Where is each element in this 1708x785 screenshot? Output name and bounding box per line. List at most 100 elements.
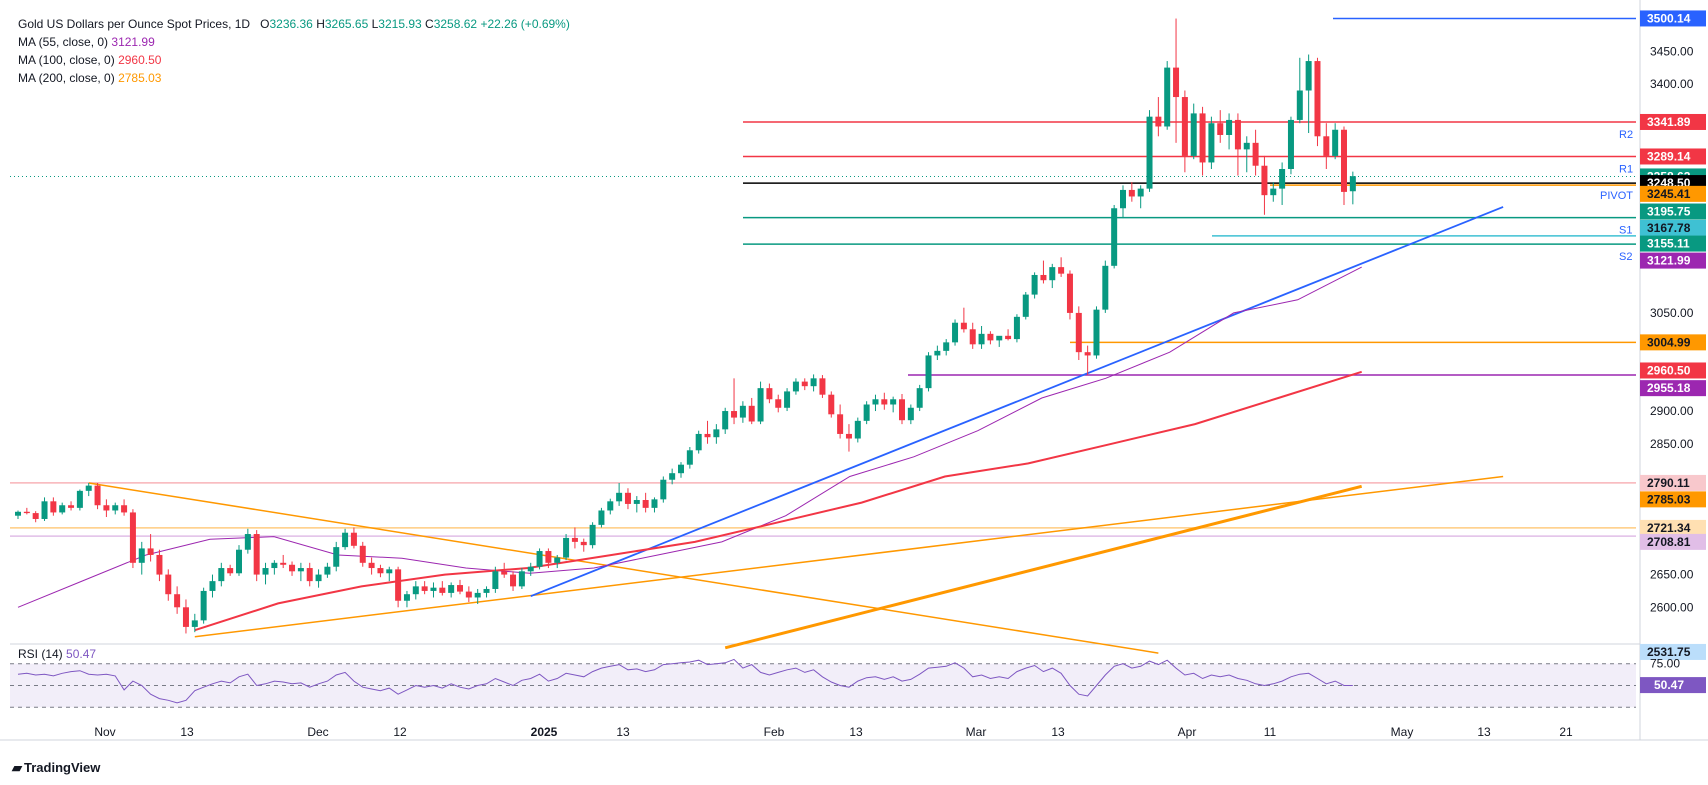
candle-body xyxy=(607,501,614,511)
candle-body xyxy=(377,568,384,574)
candle-body xyxy=(483,588,490,593)
candle-body xyxy=(1155,116,1162,127)
candle-body xyxy=(695,433,702,451)
y-tick-label: 2850.00 xyxy=(1650,437,1694,451)
price-tag-label: 3341.89 xyxy=(1647,115,1691,129)
rsi-value-label: 50.47 xyxy=(1654,678,1684,692)
uptrend-line-long xyxy=(194,475,1504,638)
price-tag-label: 3289.14 xyxy=(1647,149,1691,163)
candle-body xyxy=(1199,113,1206,163)
candle-body xyxy=(386,569,393,574)
brand-name: TradingView xyxy=(24,760,101,775)
symbol-header: Gold US Dollars per Ounce Spot Prices, 1… xyxy=(18,15,570,33)
candle-body xyxy=(837,414,844,434)
x-tick-label: Feb xyxy=(764,725,785,739)
candle-body xyxy=(1279,169,1286,189)
x-tick-label: Mar xyxy=(966,725,987,739)
candle-body xyxy=(1075,312,1082,353)
candle-body xyxy=(563,537,570,558)
candle-body xyxy=(801,381,808,387)
price-tag xyxy=(1640,10,1706,27)
candle-body xyxy=(580,541,587,546)
candle-body xyxy=(501,571,508,575)
candle-body xyxy=(863,404,870,421)
candle-body xyxy=(1252,142,1259,166)
candle-body xyxy=(112,505,119,511)
candle-body xyxy=(1022,294,1029,317)
candle-body xyxy=(1049,267,1056,281)
price-tag xyxy=(1640,380,1706,397)
candle-body xyxy=(925,355,932,389)
x-tick-label: Nov xyxy=(94,725,115,739)
candle-body xyxy=(510,574,517,587)
candle-body xyxy=(1349,176,1356,192)
candle-body xyxy=(1146,116,1153,189)
tradingview-brand[interactable]: ▰ TradingView xyxy=(12,760,100,776)
rsi-label: RSI (14) xyxy=(18,647,63,661)
candle-body xyxy=(1226,119,1233,135)
x-tick-label: 13 xyxy=(616,725,630,739)
x-tick-label: 13 xyxy=(1051,725,1065,739)
candle-body xyxy=(359,545,366,563)
candle-body xyxy=(121,505,128,513)
candle-body xyxy=(280,562,287,565)
candle-body xyxy=(76,490,83,508)
candle-body xyxy=(775,399,782,408)
high-label: H xyxy=(316,17,325,31)
candle-body xyxy=(174,594,181,608)
ma55-line xyxy=(17,266,1362,608)
candle-body xyxy=(315,574,322,582)
indicator-ma100[interactable]: MA (100, close, 0) 2960.50 xyxy=(18,51,570,69)
candle-body xyxy=(686,450,693,465)
rsi-level-label: 75.00 xyxy=(1650,657,1680,671)
candle-body xyxy=(571,537,578,542)
indicator-ma55[interactable]: MA (55, close, 0) 3121.99 xyxy=(18,33,570,51)
candle-body xyxy=(182,607,189,627)
candle-body xyxy=(1128,189,1135,197)
candle-body xyxy=(757,388,764,422)
candle-body xyxy=(545,551,552,563)
candles-group xyxy=(15,18,1356,634)
candle-body xyxy=(952,322,959,343)
high-value: 3265.65 xyxy=(324,17,369,31)
candle-body xyxy=(987,333,994,341)
rsi-legend[interactable]: RSI (14) 50.47 xyxy=(18,647,96,661)
candle-body xyxy=(23,511,30,514)
candle-body xyxy=(1314,61,1321,137)
price-tag-label: 3155.11 xyxy=(1647,237,1690,251)
indicator-ma200[interactable]: MA (200, close, 0) 2785.03 xyxy=(18,69,570,87)
close-label: C xyxy=(425,17,434,31)
candle-body xyxy=(1137,188,1144,197)
indicator-value: 2785.03 xyxy=(118,71,162,85)
candle-body xyxy=(350,532,357,546)
candle-body xyxy=(660,479,667,500)
candle-body xyxy=(1093,309,1100,356)
price-tag-label: 2721.34 xyxy=(1647,521,1691,535)
y-tick-label: 2900.00 xyxy=(1650,404,1694,418)
candle-body xyxy=(50,501,57,513)
tradingview-logo-icon: ▰ xyxy=(12,760,22,775)
candle-body xyxy=(156,554,163,575)
x-tick-label: 13 xyxy=(180,725,194,739)
candle-body xyxy=(1164,67,1171,127)
candle-body xyxy=(209,581,216,591)
x-tick-label: 13 xyxy=(849,725,863,739)
candle-body xyxy=(899,399,905,421)
candle-body xyxy=(138,548,145,563)
x-tick-label: Dec xyxy=(307,725,328,739)
candle-body xyxy=(828,394,835,415)
open-label: O xyxy=(260,17,270,31)
candle-body xyxy=(1040,274,1047,281)
candle-body xyxy=(518,571,525,587)
candle-body xyxy=(1261,165,1268,196)
price-tag xyxy=(1640,185,1706,202)
candle-body xyxy=(960,322,967,330)
chart-legend: Gold US Dollars per Ounce Spot Prices, 1… xyxy=(18,15,570,87)
candle-body xyxy=(15,511,21,516)
y-tick-label: 2650.00 xyxy=(1650,568,1694,582)
rsi-value-tag xyxy=(1640,677,1706,694)
uptrend-line-blue xyxy=(530,206,1504,598)
price-tag xyxy=(1640,533,1706,550)
candle-body xyxy=(474,592,481,598)
